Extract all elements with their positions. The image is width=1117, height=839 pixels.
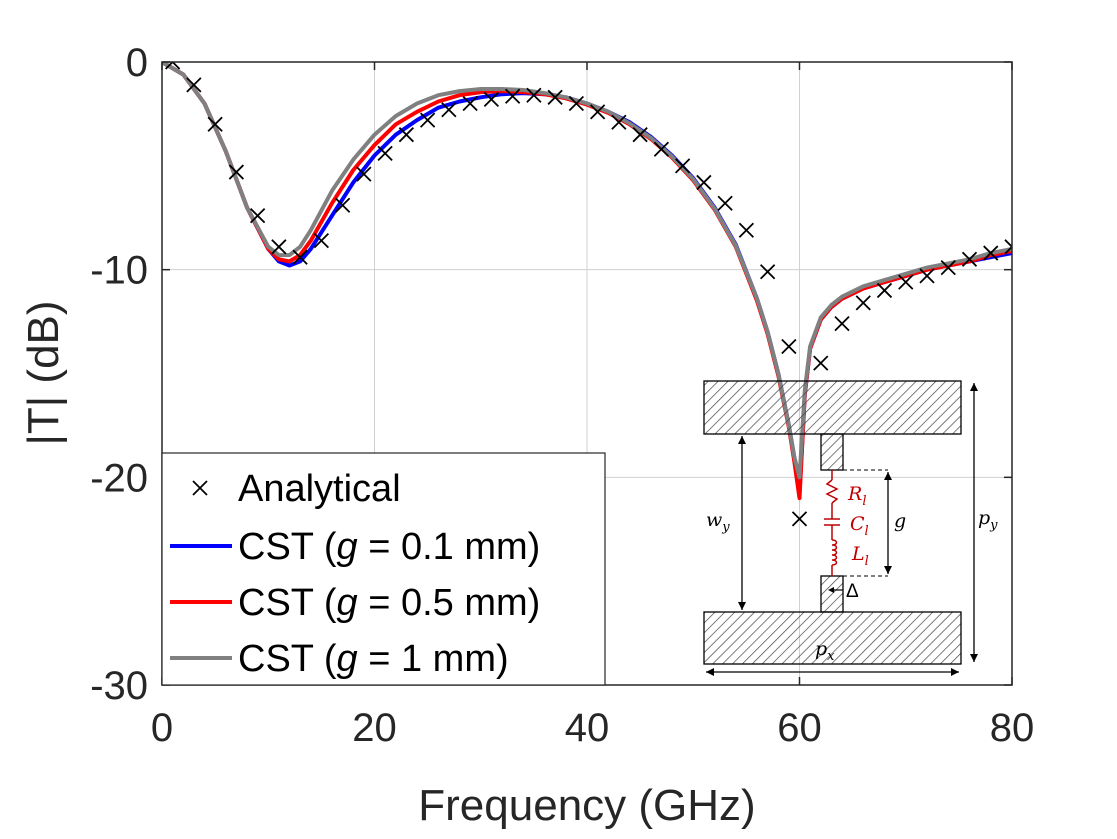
data-point-analytical: [419, 112, 436, 128]
data-point-analytical: [1004, 239, 1012, 255]
data-point-analytical: [696, 174, 712, 191]
data-point-analytical: [717, 195, 733, 211]
data-point-analytical: [653, 141, 670, 157]
data-point-analytical: [589, 104, 606, 120]
data-point-analytical: [334, 197, 351, 213]
data-point-analytical: [398, 127, 415, 143]
data-point-analytical: [292, 249, 308, 265]
data-point-analytical: [738, 222, 755, 238]
inset-label-g: g: [894, 510, 906, 532]
legend-label: CST (g = 0.5 mm): [238, 582, 540, 624]
inset-top-stub: [820, 433, 844, 471]
x-tick-label: 60: [777, 706, 822, 750]
y-tick-label: -20: [90, 456, 148, 500]
y-axis-label: |T| (dB): [19, 300, 68, 445]
data-point-analytical: [462, 95, 478, 112]
inset-label-r: Rl: [847, 483, 866, 509]
inset-label-px: px: [815, 638, 835, 664]
data-point-analytical: [377, 145, 393, 162]
data-point-analytical: [781, 338, 797, 355]
data-point-analytical: [834, 316, 850, 332]
inset-label-l: Ll: [851, 543, 869, 569]
data-point-analytical: [898, 274, 914, 290]
inset-label-wy: wy: [706, 509, 730, 535]
data-point-analytical: [483, 91, 500, 108]
x-tick-label: 0: [151, 706, 173, 750]
data-point-analytical: [164, 62, 181, 70]
data-point-analytical: [271, 239, 287, 255]
legend-entry-cst-g-1-mm: CST (g = 1 mm): [170, 638, 509, 680]
legend-entry-cst-g-0-5-mm: CST (g = 0.5 mm): [170, 582, 540, 624]
data-point-analytical: [249, 208, 266, 224]
legend-entry-analytical: Analytical: [192, 468, 401, 510]
x-axis-label: Frequency (GHz): [418, 781, 755, 830]
data-point-analytical: [356, 166, 372, 182]
legend-entries: Analytical CST (g = 0.1 mm) CST (g = 0.5 m…: [170, 468, 540, 680]
legend-label: CST (g = 0.1 mm): [238, 526, 540, 568]
y-tick-label: -10: [90, 249, 148, 293]
legend-box: [161, 452, 606, 686]
inset-label-py: py: [978, 507, 998, 533]
inset-rlc-circuit: [824, 470, 840, 576]
legend-label: CST (g = 1 mm): [238, 638, 509, 680]
data-point-analytical: [504, 88, 521, 104]
inset-delta-arrowhead: [828, 587, 834, 593]
data-point-analytical: [813, 355, 829, 371]
data-point-analytical: [791, 511, 808, 527]
data-point-analytical: [611, 114, 627, 130]
series-line-cst-g-1-mm: [162, 62, 1012, 480]
x-tick-label: 80: [990, 706, 1035, 750]
series-layer: [162, 62, 1012, 527]
data-point-analytical: [876, 282, 893, 299]
data-point-analytical: [632, 127, 648, 143]
inset-label-delta: Δ: [846, 581, 859, 602]
inset-top-plate: [703, 380, 962, 435]
inductor-symbol: [831, 539, 838, 566]
data-point-analytical: [228, 164, 245, 180]
data-point-analytical: [568, 95, 585, 112]
data-point-analytical: [441, 102, 457, 118]
legend-label: Analytical: [238, 468, 401, 510]
legend: Analytical CST (g = 0.1 mm) CST (g = 0.5 m…: [161, 452, 606, 686]
data-point-analytical: [674, 158, 691, 174]
data-point-analytical: [547, 89, 563, 105]
data-point-analytical: [855, 295, 871, 311]
data-point-analytical: [207, 116, 223, 132]
legend-entry-cst-g-0-1-mm: CST (g = 0.1 mm): [170, 526, 540, 568]
inset-label-c: Cl: [850, 513, 869, 539]
resistor-symbol: [825, 479, 839, 504]
data-point-analytical: [961, 251, 978, 267]
inset-bottom-stub: [820, 575, 844, 613]
inset-schematic: Rl Cl Ll g wy py px Δ: [703, 380, 998, 676]
data-point-analytical: [759, 264, 776, 280]
data-point-analytical: [186, 77, 202, 93]
data-point-analytical: [940, 259, 956, 276]
x-tick-label: 20: [352, 706, 397, 750]
data-point-analytical: [983, 245, 999, 261]
y-tick-label: 0: [126, 41, 148, 85]
data-point-analytical: [919, 268, 935, 284]
y-tick-label: -30: [90, 664, 148, 708]
inset-bottom-plate: [703, 611, 962, 665]
data-point-analytical: [313, 232, 330, 249]
data-point-analytical: [526, 87, 542, 103]
x-tick-label: 40: [565, 706, 610, 750]
